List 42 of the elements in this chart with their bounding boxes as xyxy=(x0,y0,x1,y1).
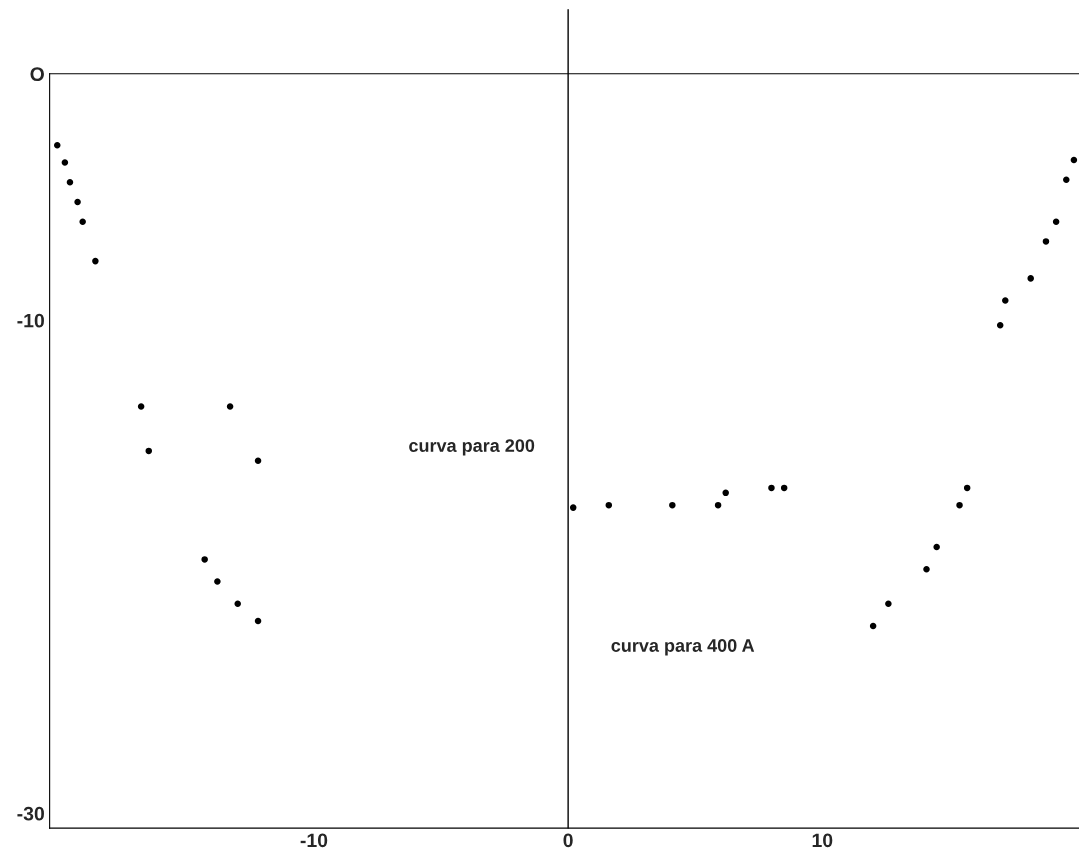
point xyxy=(226,403,234,410)
point xyxy=(780,484,788,492)
point xyxy=(963,484,971,492)
y-tick-label: O xyxy=(30,67,44,82)
point xyxy=(885,600,892,608)
point xyxy=(214,578,221,585)
point xyxy=(201,556,208,563)
x-tick-label: 10 xyxy=(812,833,833,848)
point xyxy=(234,600,241,608)
point xyxy=(1063,176,1070,184)
point xyxy=(1052,218,1060,225)
point xyxy=(74,198,81,206)
point xyxy=(605,501,613,509)
point xyxy=(768,484,775,492)
point xyxy=(54,142,61,149)
point xyxy=(254,617,262,625)
annotation: curva para 400 A xyxy=(611,639,755,656)
point xyxy=(137,403,145,410)
point xyxy=(1002,297,1009,304)
x-tick-label: 0 xyxy=(563,833,573,848)
point xyxy=(869,622,877,630)
point xyxy=(145,447,153,455)
point xyxy=(79,218,86,225)
point xyxy=(61,159,69,166)
x-tick-label: -10 xyxy=(300,833,328,848)
annotation: curva para 200 xyxy=(409,439,535,456)
point xyxy=(933,543,940,551)
point xyxy=(569,504,577,511)
point xyxy=(996,321,1004,329)
point xyxy=(923,565,930,573)
y-tick-label: -10 xyxy=(17,313,44,328)
point xyxy=(1027,275,1034,282)
y-tick-label: -30 xyxy=(17,806,44,821)
point xyxy=(669,501,676,509)
point xyxy=(1070,156,1078,164)
point xyxy=(722,489,729,497)
point xyxy=(92,257,99,265)
point xyxy=(1042,238,1050,245)
point xyxy=(714,501,722,509)
point xyxy=(254,457,262,465)
point xyxy=(66,178,74,186)
point xyxy=(956,501,963,509)
